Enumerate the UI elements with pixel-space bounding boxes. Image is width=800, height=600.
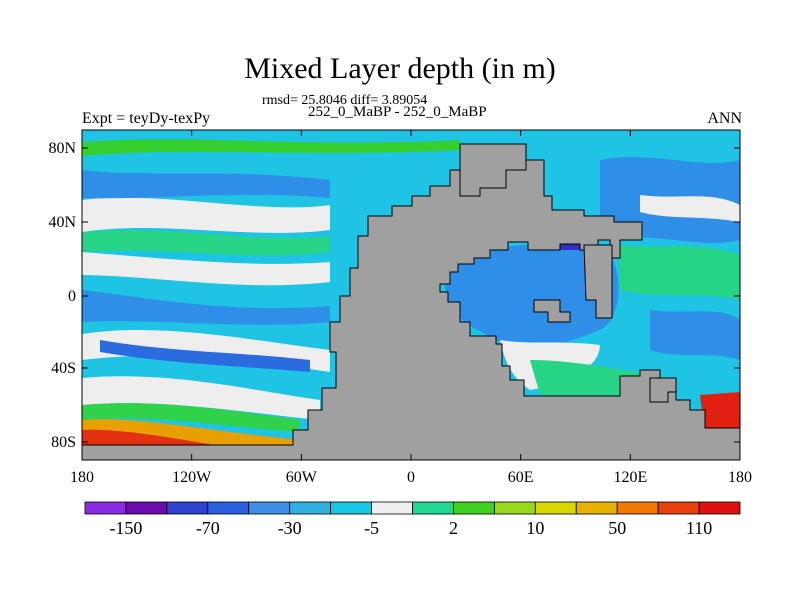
lon-tick-label: 180 (70, 469, 94, 486)
land-small-island (649, 377, 677, 403)
patch-white-npac (640, 195, 740, 222)
experiment-label: Expt = teyDy-texPy (82, 110, 211, 127)
colorbar-swatch (248, 501, 291, 515)
colorbar-swatch (84, 501, 127, 515)
colorbar-swatch (125, 501, 168, 515)
land-island (533, 299, 571, 323)
subtitle-runs: 252_0_MaBP - 252_0_MaBP (308, 104, 487, 120)
patch-blue-swpac (650, 310, 740, 360)
band-blue-55n (82, 170, 330, 199)
colorbar-swatch (698, 501, 741, 515)
colorbar-label: 50 (608, 518, 626, 538)
band-white-40n (82, 197, 330, 233)
land-greenland (459, 143, 527, 197)
band-blue-eq (82, 290, 330, 325)
band-green-so (82, 403, 300, 432)
lat-tick-label: 40N (48, 214, 76, 231)
colorbar-swatch (616, 501, 659, 515)
colorbar-swatch (371, 501, 413, 515)
chart-title: Mixed Layer depth (in m) (244, 52, 556, 85)
colorbar-swatch (330, 501, 372, 515)
basin-blue-indian (445, 244, 619, 352)
colorbar-label: 2 (449, 518, 458, 538)
lon-tick-label: 180 (728, 469, 752, 486)
colorbar-swatch (289, 501, 332, 515)
lon-tick-label: 120W (172, 469, 212, 486)
colorbar-label: 10 (526, 518, 544, 538)
colorbar-label: -70 (196, 518, 220, 538)
colorbar-swatch (412, 501, 454, 515)
colorbar-swatch (575, 501, 618, 515)
band-green-30n (82, 230, 330, 256)
lon-tick-label: 120E (613, 469, 647, 486)
axis-ticks: 80N 40N 0 40S 80S 180 120W 60W 0 60E 120E 180 (48, 130, 752, 486)
colorbar-swatch (166, 501, 209, 515)
colorbar-label: 110 (686, 518, 712, 538)
band-white-50s (82, 376, 320, 420)
lat-tick-label: 80N (48, 140, 76, 157)
colorbar-swatch (207, 501, 250, 515)
band-deepblue-sp (100, 340, 310, 372)
land-masks (81, 143, 741, 461)
band-white-20n (82, 252, 330, 286)
lat-tick-label: 0 (68, 288, 76, 305)
colorbar-label: -150 (109, 518, 142, 538)
lon-tick-label: 60W (286, 469, 318, 486)
lat-tick-label: 40S (51, 360, 76, 377)
patch-green-wpac (620, 245, 740, 300)
lat-tick-label: 80S (51, 434, 76, 451)
band-green-arctic (82, 139, 460, 156)
colorbar-swatch (453, 501, 495, 515)
land-peninsula (583, 244, 613, 319)
colorbar-swatch (534, 501, 577, 515)
colorbar-label: -30 (278, 518, 302, 538)
season-label: ANN (707, 110, 742, 127)
subtitle-stats: rmsd= 25.8046 diff= 3.89054 (262, 93, 428, 108)
lon-tick-label: 60E (508, 469, 534, 486)
colorbar-swatch (493, 501, 536, 515)
colorbar-label: -5 (364, 518, 379, 538)
colorbar: -150 -70 -30 -5 2 10 50 110 (84, 501, 741, 538)
lon-tick-label: 0 (407, 469, 415, 486)
colorbar-swatch (657, 501, 700, 515)
